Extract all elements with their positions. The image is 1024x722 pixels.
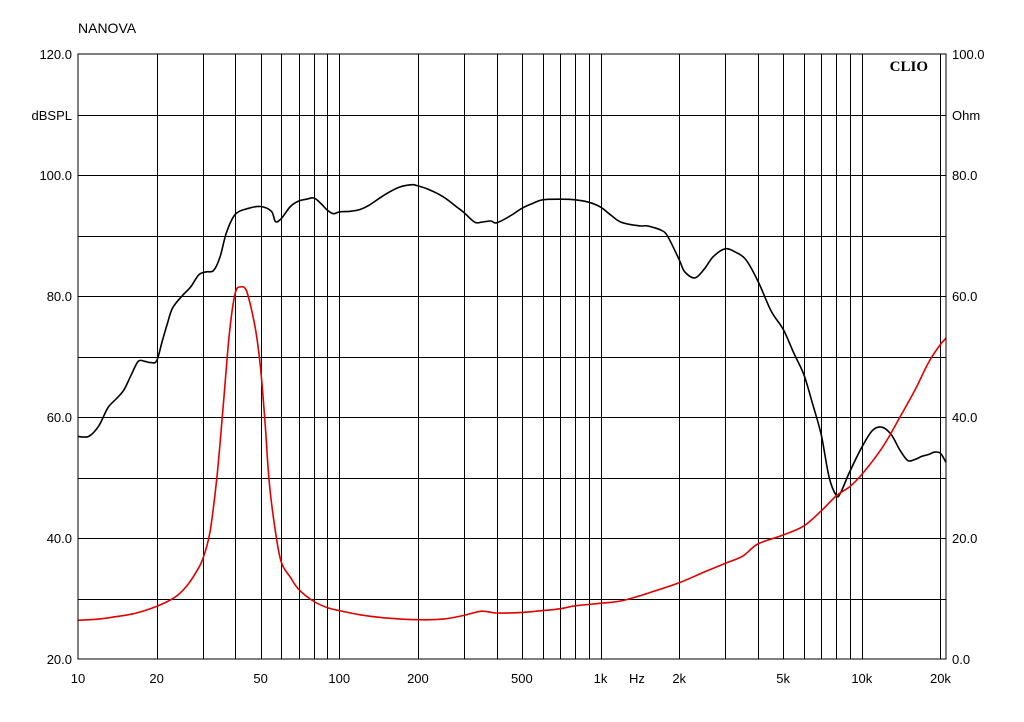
plot-frame [77, 53, 947, 660]
x-tick-label: 5k [776, 671, 790, 686]
y-left-tick-label: 100.0 [39, 168, 72, 183]
y-left-tick-label: 20.0 [47, 652, 72, 667]
y-left-tick-label: 40.0 [47, 531, 72, 546]
y-right-tick-label: 0.0 [952, 652, 970, 667]
right-axis-unit-label: Ohm [952, 108, 980, 123]
y-left-tick-label: 120.0 [39, 47, 72, 62]
y-left-tick-label: 60.0 [47, 410, 72, 425]
x-tick-label: 10k [851, 671, 872, 686]
y-right-tick-label: 100.0 [952, 47, 985, 62]
brand-label: CLIO [890, 59, 928, 75]
y-right-tick-label: 20.0 [952, 531, 977, 546]
x-tick-label: 20k [930, 671, 951, 686]
x-tick-label: 500 [511, 671, 533, 686]
spl-response-curve [77, 183, 947, 498]
left-axis-unit-label: dBSPL [32, 108, 72, 123]
impedance-curve [77, 285, 947, 622]
x-tick-label: 100 [328, 671, 350, 686]
tick-labels: 10 20 50 100 200 500 1k 2k 5k 10k 20k 20.0 40.0 60.0 8… [39, 47, 984, 686]
x-tick-label: 50 [253, 671, 267, 686]
x-tick-label: 10 [71, 671, 85, 686]
x-tick-label: 2k [672, 671, 686, 686]
grid [78, 54, 946, 659]
x-axis-unit-label: Hz [629, 671, 645, 686]
series-layer [77, 183, 947, 622]
y-right-tick-label: 80.0 [952, 168, 977, 183]
y-right-tick-label: 60.0 [952, 289, 977, 304]
y-right-tick-label: 40.0 [952, 410, 977, 425]
x-tick-label: 200 [407, 671, 429, 686]
y-left-tick-label: 80.0 [47, 289, 72, 304]
x-tick-label: 1k [594, 671, 608, 686]
chart-title: NANOVA [78, 20, 137, 36]
x-tick-label: 20 [149, 671, 163, 686]
